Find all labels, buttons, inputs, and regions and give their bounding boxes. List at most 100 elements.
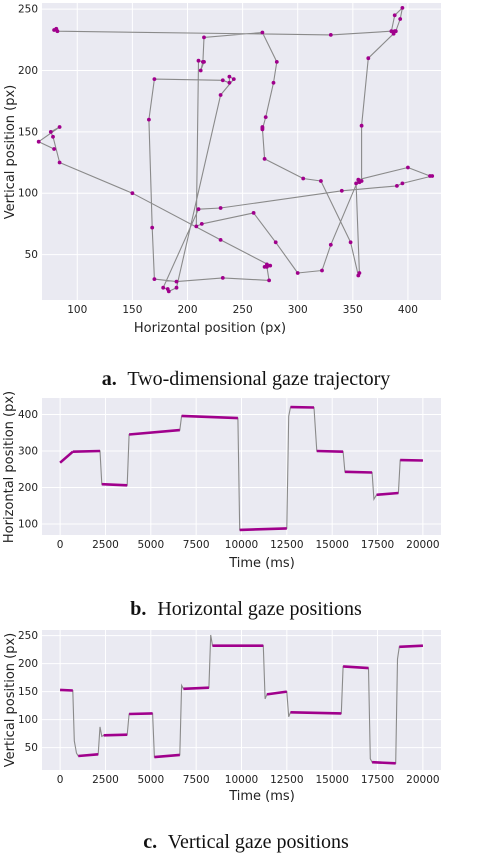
gaze-point — [430, 174, 435, 178]
gaze-point — [260, 30, 265, 35]
gaze-point — [166, 289, 171, 294]
gaze-point — [52, 147, 56, 151]
fixation-segment — [72, 449, 101, 453]
gaze-point — [295, 271, 300, 275]
gaze-point — [227, 80, 232, 85]
gaze-point — [260, 127, 265, 132]
fixation-segment — [399, 644, 423, 649]
gaze-point — [400, 6, 405, 10]
y-tick-label: 250 — [18, 630, 38, 642]
gaze-point — [268, 263, 273, 268]
gaze-point — [152, 277, 157, 281]
gaze-point — [196, 58, 201, 63]
x-tick-label: 7500 — [183, 774, 210, 786]
gaze-point — [389, 29, 394, 34]
y-tick-label: 300 — [18, 445, 38, 457]
gaze-point — [356, 273, 361, 278]
gaze-point — [398, 17, 403, 21]
x-tick-label: 15000 — [315, 539, 348, 551]
x-tick-label: 150 — [122, 304, 142, 316]
trajectory-y-axis-label: Vertical position (px) — [3, 85, 18, 220]
x-tick-label: 12500 — [270, 539, 303, 551]
gaze-point — [263, 115, 268, 119]
gaze-point — [274, 60, 279, 64]
x-tick-label: 250 — [233, 304, 253, 316]
x-tick-label: 200 — [177, 304, 197, 316]
x-tick-label: 17500 — [361, 774, 394, 786]
fixation-segment — [101, 482, 128, 487]
gaze-point — [202, 35, 206, 40]
x-tick-label: 10000 — [225, 774, 258, 786]
vertical-y-axis-label: Vertical position (px) — [3, 633, 18, 768]
fixation-segment — [128, 428, 180, 436]
gaze-point — [328, 33, 333, 37]
horizontal-grid — [42, 398, 441, 535]
gaze-point — [55, 29, 60, 34]
x-tick-label: 10000 — [225, 539, 258, 551]
fixation-segment — [60, 688, 73, 692]
gaze-point — [218, 206, 223, 210]
gaze-point — [174, 279, 179, 284]
vertical-grid — [42, 630, 441, 770]
gaze-point — [406, 165, 410, 170]
y-tick-label: 150 — [18, 686, 38, 698]
gaze-point — [359, 123, 364, 128]
trajectory-tick-labels: 100 150 200 250 300 350 400 50 100 150 200 250 — [18, 4, 418, 316]
gaze-point — [319, 179, 323, 183]
fixation-segment — [181, 414, 238, 420]
fixation-segment — [239, 527, 287, 532]
position-trace — [60, 634, 423, 764]
y-tick-label: 50 — [25, 249, 38, 261]
y-tick-label: 250 — [18, 4, 38, 16]
trajectory-plot: 100 150 200 250 300 350 400 50 100 150 200 250 Hori… — [3, 3, 441, 336]
caption-a: a. Two-dimensional gaze trajectory — [102, 368, 391, 390]
gaze-point — [262, 265, 267, 269]
fixation-segment — [343, 665, 369, 670]
gaze-point — [36, 139, 41, 144]
x-tick-label: 12500 — [270, 774, 303, 786]
fixation-segment — [129, 712, 153, 716]
vertical-x-axis-label: Time (ms) — [228, 789, 295, 804]
gaze-point — [194, 224, 199, 229]
caption-b: b. Horizontal gaze positions — [130, 598, 362, 620]
y-tick-label: 100 — [18, 188, 38, 200]
gaze-point — [273, 240, 278, 245]
gaze-point — [147, 117, 151, 122]
gaze-point — [320, 268, 324, 273]
trajectory-grid — [42, 3, 441, 300]
vertical-series — [60, 634, 423, 765]
gaze-point — [391, 31, 396, 36]
gaze-point — [57, 160, 62, 165]
gaze-path — [38, 7, 433, 292]
gaze-point — [262, 157, 267, 161]
x-tick-label: 5000 — [137, 774, 164, 786]
x-tick-label: 2500 — [92, 774, 119, 786]
gaze-point — [354, 181, 358, 186]
fixation-segment — [376, 491, 399, 497]
x-tick-label: 0 — [57, 539, 64, 551]
gaze-point — [339, 188, 344, 193]
x-tick-label: 20000 — [406, 539, 439, 551]
caption-c-label: c. — [143, 831, 157, 853]
y-tick-label: 150 — [18, 126, 38, 138]
fixation-segment — [183, 686, 209, 691]
y-tick-label: 50 — [25, 742, 38, 754]
caption-a-label: a. — [102, 368, 117, 390]
x-tick-label: 2500 — [92, 539, 119, 551]
fixation-segment — [290, 711, 342, 715]
x-tick-label: 5000 — [137, 539, 164, 551]
horizontal-y-axis-label: Horizontal position (px) — [2, 391, 17, 543]
gaze-point — [152, 77, 157, 81]
vertical-position-plot: 0 2500 5000 7500 10000 12500 15000 17500 20000 50… — [3, 630, 441, 804]
gaze-point — [199, 222, 204, 226]
y-tick-label: 400 — [18, 409, 38, 421]
fixation-segment — [59, 450, 74, 464]
gaze-point — [174, 285, 179, 290]
caption-a-text: Two-dimensional gaze trajectory — [127, 368, 390, 390]
gaze-point — [328, 242, 333, 247]
caption-c-text: Vertical gaze positions — [168, 831, 349, 853]
x-tick-label: 350 — [343, 304, 363, 316]
fixation-segment — [266, 690, 287, 696]
gaze-point — [395, 184, 399, 188]
gaze-point — [400, 181, 405, 186]
